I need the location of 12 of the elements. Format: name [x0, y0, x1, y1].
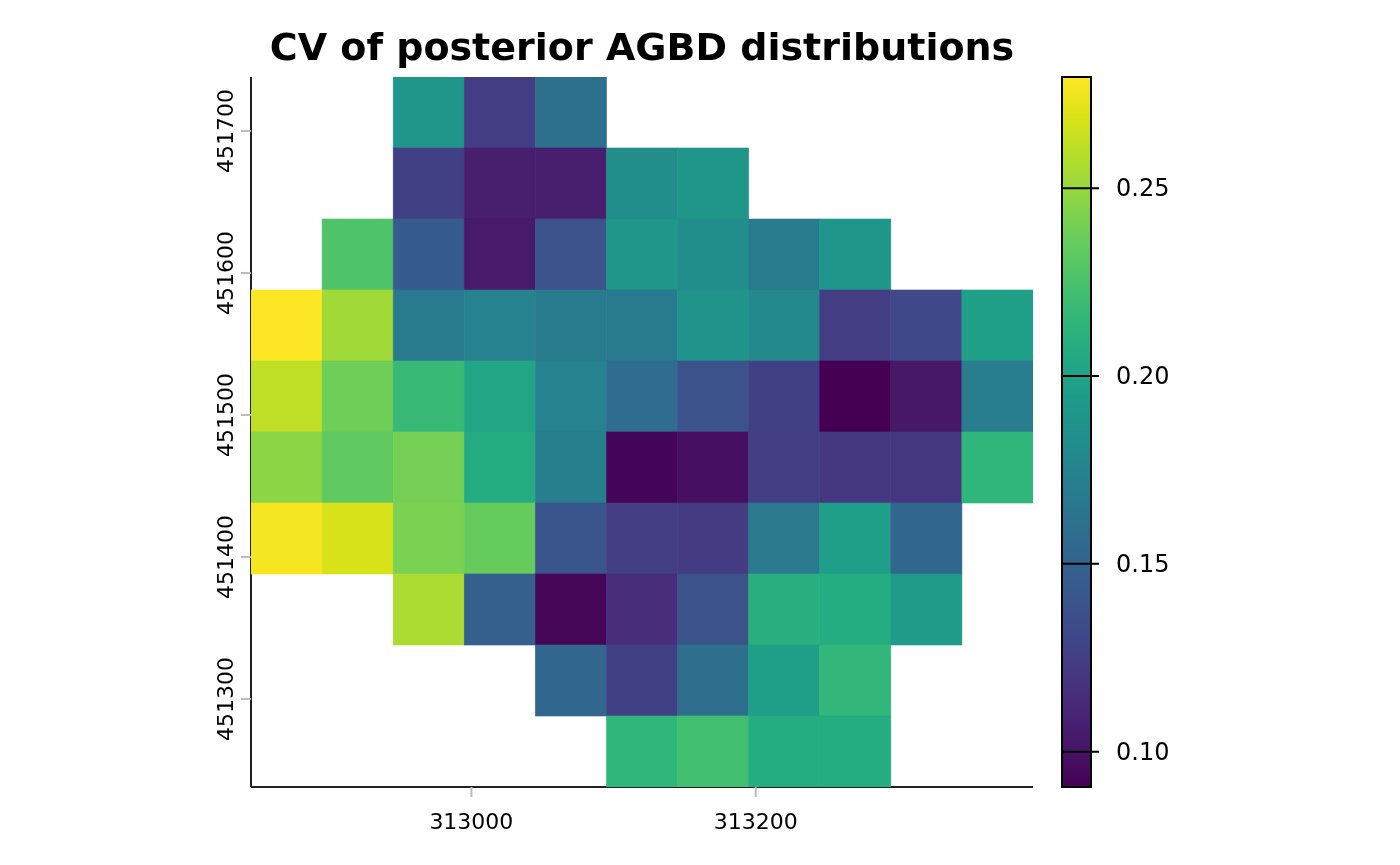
color-bar-label: 0.20 — [1116, 362, 1170, 391]
y-tick-label: 451400 — [212, 514, 238, 599]
x-tick-label: 313000 — [429, 808, 514, 834]
color-bar-label: 0.25 — [1116, 174, 1170, 203]
color-bar-label: 0.15 — [1116, 549, 1170, 578]
color-bar-label: 0.10 — [1116, 737, 1170, 766]
y-tick-label: 451700 — [212, 88, 238, 173]
chart-title: CV of posterior AGBD distributions — [269, 25, 1015, 69]
y-tick-label: 451300 — [212, 656, 238, 741]
y-tick-label: 451500 — [212, 372, 238, 457]
y-tick-label: 451600 — [212, 230, 238, 315]
x-tick-label: 313200 — [713, 808, 798, 834]
